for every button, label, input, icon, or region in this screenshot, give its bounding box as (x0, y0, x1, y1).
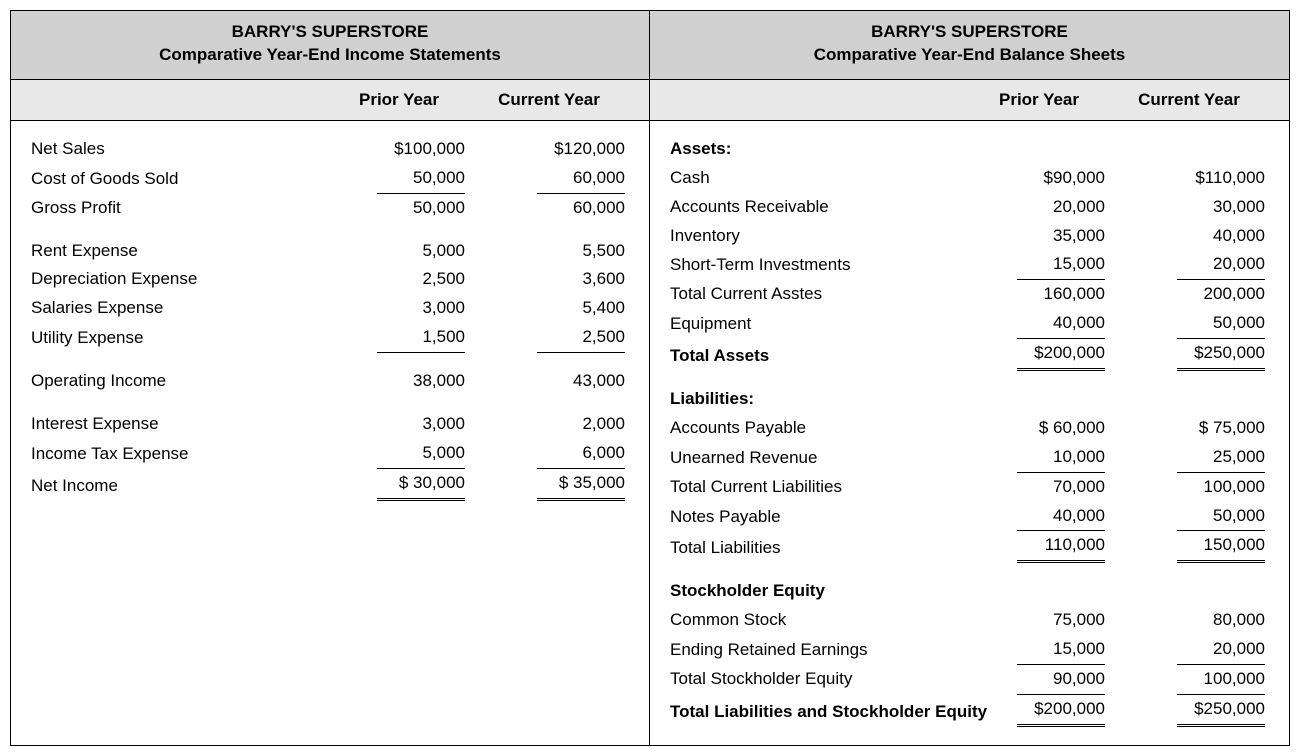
balance-body: Assets: Cash $90,000 $110,000 Accounts R… (650, 121, 1289, 745)
row-net-sales: Net Sales $100,000 $120,000 (31, 135, 629, 164)
col-current-year: Current Year (1109, 90, 1269, 110)
balance-title: Comparative Year-End Balance Sheets (650, 44, 1289, 67)
row-tax: Income Tax Expense 5,000 6,000 (31, 439, 629, 469)
row-net-income: Net Income $ 30,000 $ 35,000 (31, 469, 629, 501)
row-common-stock: Common Stock 75,000 80,000 (670, 606, 1269, 635)
col-current-year: Current Year (469, 90, 629, 110)
assets-header: Assets: (670, 135, 1269, 164)
row-inventory: Inventory 35,000 40,000 (670, 222, 1269, 251)
row-ap: Accounts Payable $ 60,000 $ 75,000 (670, 414, 1269, 443)
income-column-header: Prior Year Current Year (11, 80, 649, 121)
row-equipment: Equipment 40,000 50,000 (670, 309, 1269, 339)
row-total-liabilities: Total Liabilities 110,000 150,000 (670, 531, 1269, 563)
income-body: Net Sales $100,000 $120,000 Cost of Good… (11, 121, 649, 519)
row-utility: Utility Expense 1,500 2,500 (31, 323, 629, 353)
row-total-equity: Total Stockholder Equity 90,000 100,000 (670, 665, 1269, 694)
income-statement-panel: BARRY'S SUPERSTORE Comparative Year-End … (11, 11, 650, 745)
row-notes: Notes Payable 40,000 50,000 (670, 502, 1269, 532)
col-prior-year: Prior Year (329, 90, 469, 110)
income-header: BARRY'S SUPERSTORE Comparative Year-End … (11, 11, 649, 80)
row-operating-income: Operating Income 38,000 43,000 (31, 367, 629, 396)
row-tca: Total Current Asstes 160,000 200,000 (670, 280, 1269, 309)
row-retained-earnings: Ending Retained Earnings 15,000 20,000 (670, 635, 1269, 665)
row-total-liab-equity: Total Liabilities and Stockholder Equity… (670, 694, 1269, 727)
row-ar: Accounts Receivable 20,000 30,000 (670, 193, 1269, 222)
row-tcl: Total Current Liabilities 70,000 100,000 (670, 473, 1269, 502)
row-cash: Cash $90,000 $110,000 (670, 164, 1269, 193)
balance-column-header: Prior Year Current Year (650, 80, 1289, 121)
financial-statements: BARRY'S SUPERSTORE Comparative Year-End … (10, 10, 1290, 746)
row-salaries: Salaries Expense 3,000 5,400 (31, 294, 629, 323)
balance-sheet-panel: BARRY'S SUPERSTORE Comparative Year-End … (650, 11, 1289, 745)
row-rent: Rent Expense 5,000 5,500 (31, 237, 629, 266)
equity-header: Stockholder Equity (670, 577, 1269, 606)
row-total-assets: Total Assets $200,000 $250,000 (670, 339, 1269, 371)
income-title: Comparative Year-End Income Statements (11, 44, 649, 67)
liabilities-header: Liabilities: (670, 385, 1269, 414)
row-depreciation: Depreciation Expense 2,500 3,600 (31, 265, 629, 294)
company-name: BARRY'S SUPERSTORE (11, 21, 649, 44)
row-unearned: Unearned Revenue 10,000 25,000 (670, 443, 1269, 473)
row-sti: Short-Term Investments 15,000 20,000 (670, 250, 1269, 280)
row-cogs: Cost of Goods Sold 50,000 60,000 (31, 164, 629, 194)
col-prior-year: Prior Year (969, 90, 1109, 110)
company-name: BARRY'S SUPERSTORE (650, 21, 1289, 44)
row-gross-profit: Gross Profit 50,000 60,000 (31, 194, 629, 223)
row-interest: Interest Expense 3,000 2,000 (31, 410, 629, 439)
balance-header: BARRY'S SUPERSTORE Comparative Year-End … (650, 11, 1289, 80)
